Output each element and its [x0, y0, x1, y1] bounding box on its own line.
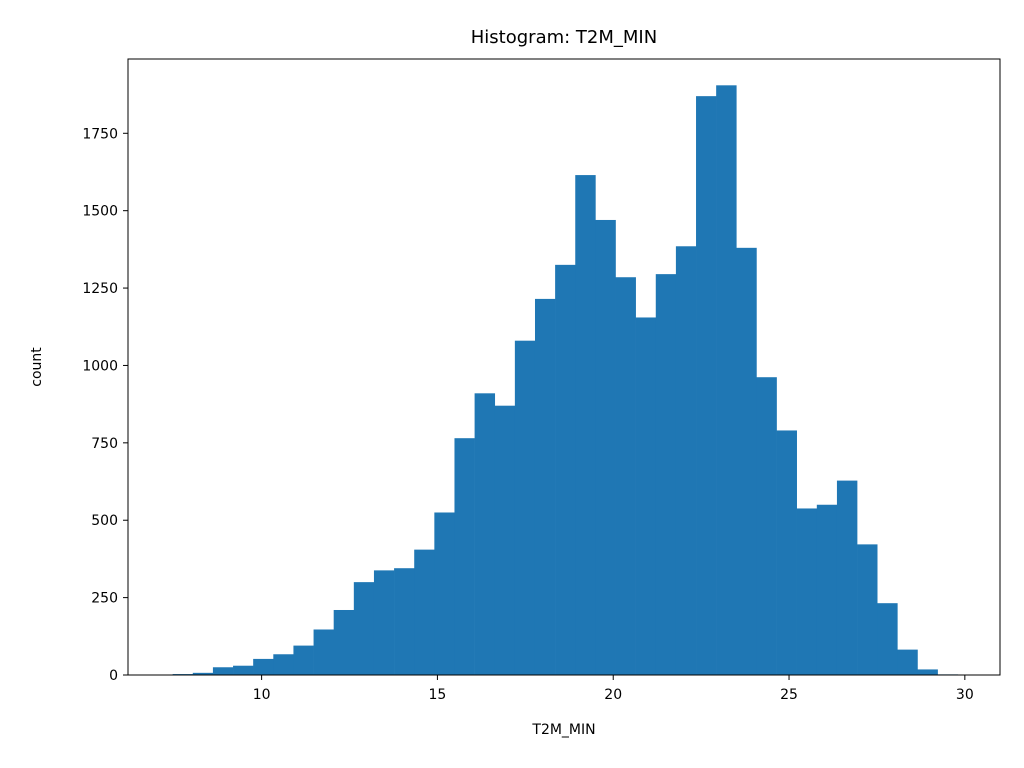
histogram-bar: [897, 649, 918, 675]
plot-frame: [127, 58, 1001, 676]
histogram-bar: [192, 672, 214, 675]
y-tick-label: 500: [91, 513, 118, 529]
y-tick-label: 250: [91, 591, 118, 607]
histogram-bar: [555, 264, 576, 675]
x-tick-label: 15: [429, 687, 447, 703]
histogram-bar: [716, 85, 737, 676]
histogram-bar: [313, 629, 334, 675]
x-tick-label: 20: [604, 687, 622, 703]
histogram-bar: [655, 274, 677, 675]
histogram-bar: [212, 667, 234, 675]
y-tick-label: 1500: [82, 204, 118, 220]
x-axis-label: T2M_MIN: [531, 722, 595, 738]
histogram-bar: [494, 405, 516, 675]
histogram-bar: [595, 219, 616, 675]
histogram-bar: [333, 609, 355, 675]
y-tick-label: 1750: [82, 126, 118, 142]
histogram-bar: [394, 568, 415, 675]
y-axis-ticks: 0 250 500 750 1000 1250 1500 1750: [82, 126, 128, 684]
histogram-bar: [796, 508, 818, 675]
histogram-bar: [877, 603, 898, 675]
histogram-bar: [736, 247, 757, 675]
x-tick-label: 25: [780, 687, 798, 703]
histogram-bar: [233, 665, 254, 675]
histogram-bar: [836, 480, 858, 675]
y-axis-label: count: [29, 347, 45, 387]
chart-title: Histogram: T2M_MIN: [471, 27, 657, 48]
histogram-bar: [434, 512, 455, 675]
histogram-bar: [917, 669, 938, 675]
histogram-bar: [615, 277, 636, 675]
histogram-bar: [534, 298, 556, 675]
histogram-bar: [514, 340, 536, 675]
histogram-bar: [635, 317, 657, 675]
y-tick-label: 750: [91, 436, 118, 452]
histogram-bar: [675, 246, 697, 676]
histogram-bar: [474, 393, 496, 675]
y-tick-label: 1000: [82, 358, 118, 374]
histogram-bar: [857, 544, 878, 675]
histogram-bars: [172, 85, 959, 676]
histogram-bar: [293, 645, 314, 675]
histogram-bar: [253, 658, 274, 675]
histogram-bar: [816, 504, 838, 675]
x-axis-ticks: 10 15 20 25 30: [253, 675, 974, 703]
y-tick-label: 1250: [82, 281, 118, 297]
y-tick-label: 0: [109, 668, 118, 684]
histogram-bar: [756, 377, 777, 675]
histogram-bar: [373, 570, 395, 675]
histogram-bar: [575, 175, 596, 676]
x-tick-label: 30: [956, 687, 974, 703]
histogram-bar: [273, 654, 294, 675]
x-tick-label: 10: [253, 687, 271, 703]
histogram-bar: [353, 582, 375, 675]
histogram-bar: [776, 430, 797, 675]
histogram-bar: [414, 549, 435, 675]
histogram-bar: [454, 438, 475, 675]
histogram-bar: [696, 96, 717, 675]
